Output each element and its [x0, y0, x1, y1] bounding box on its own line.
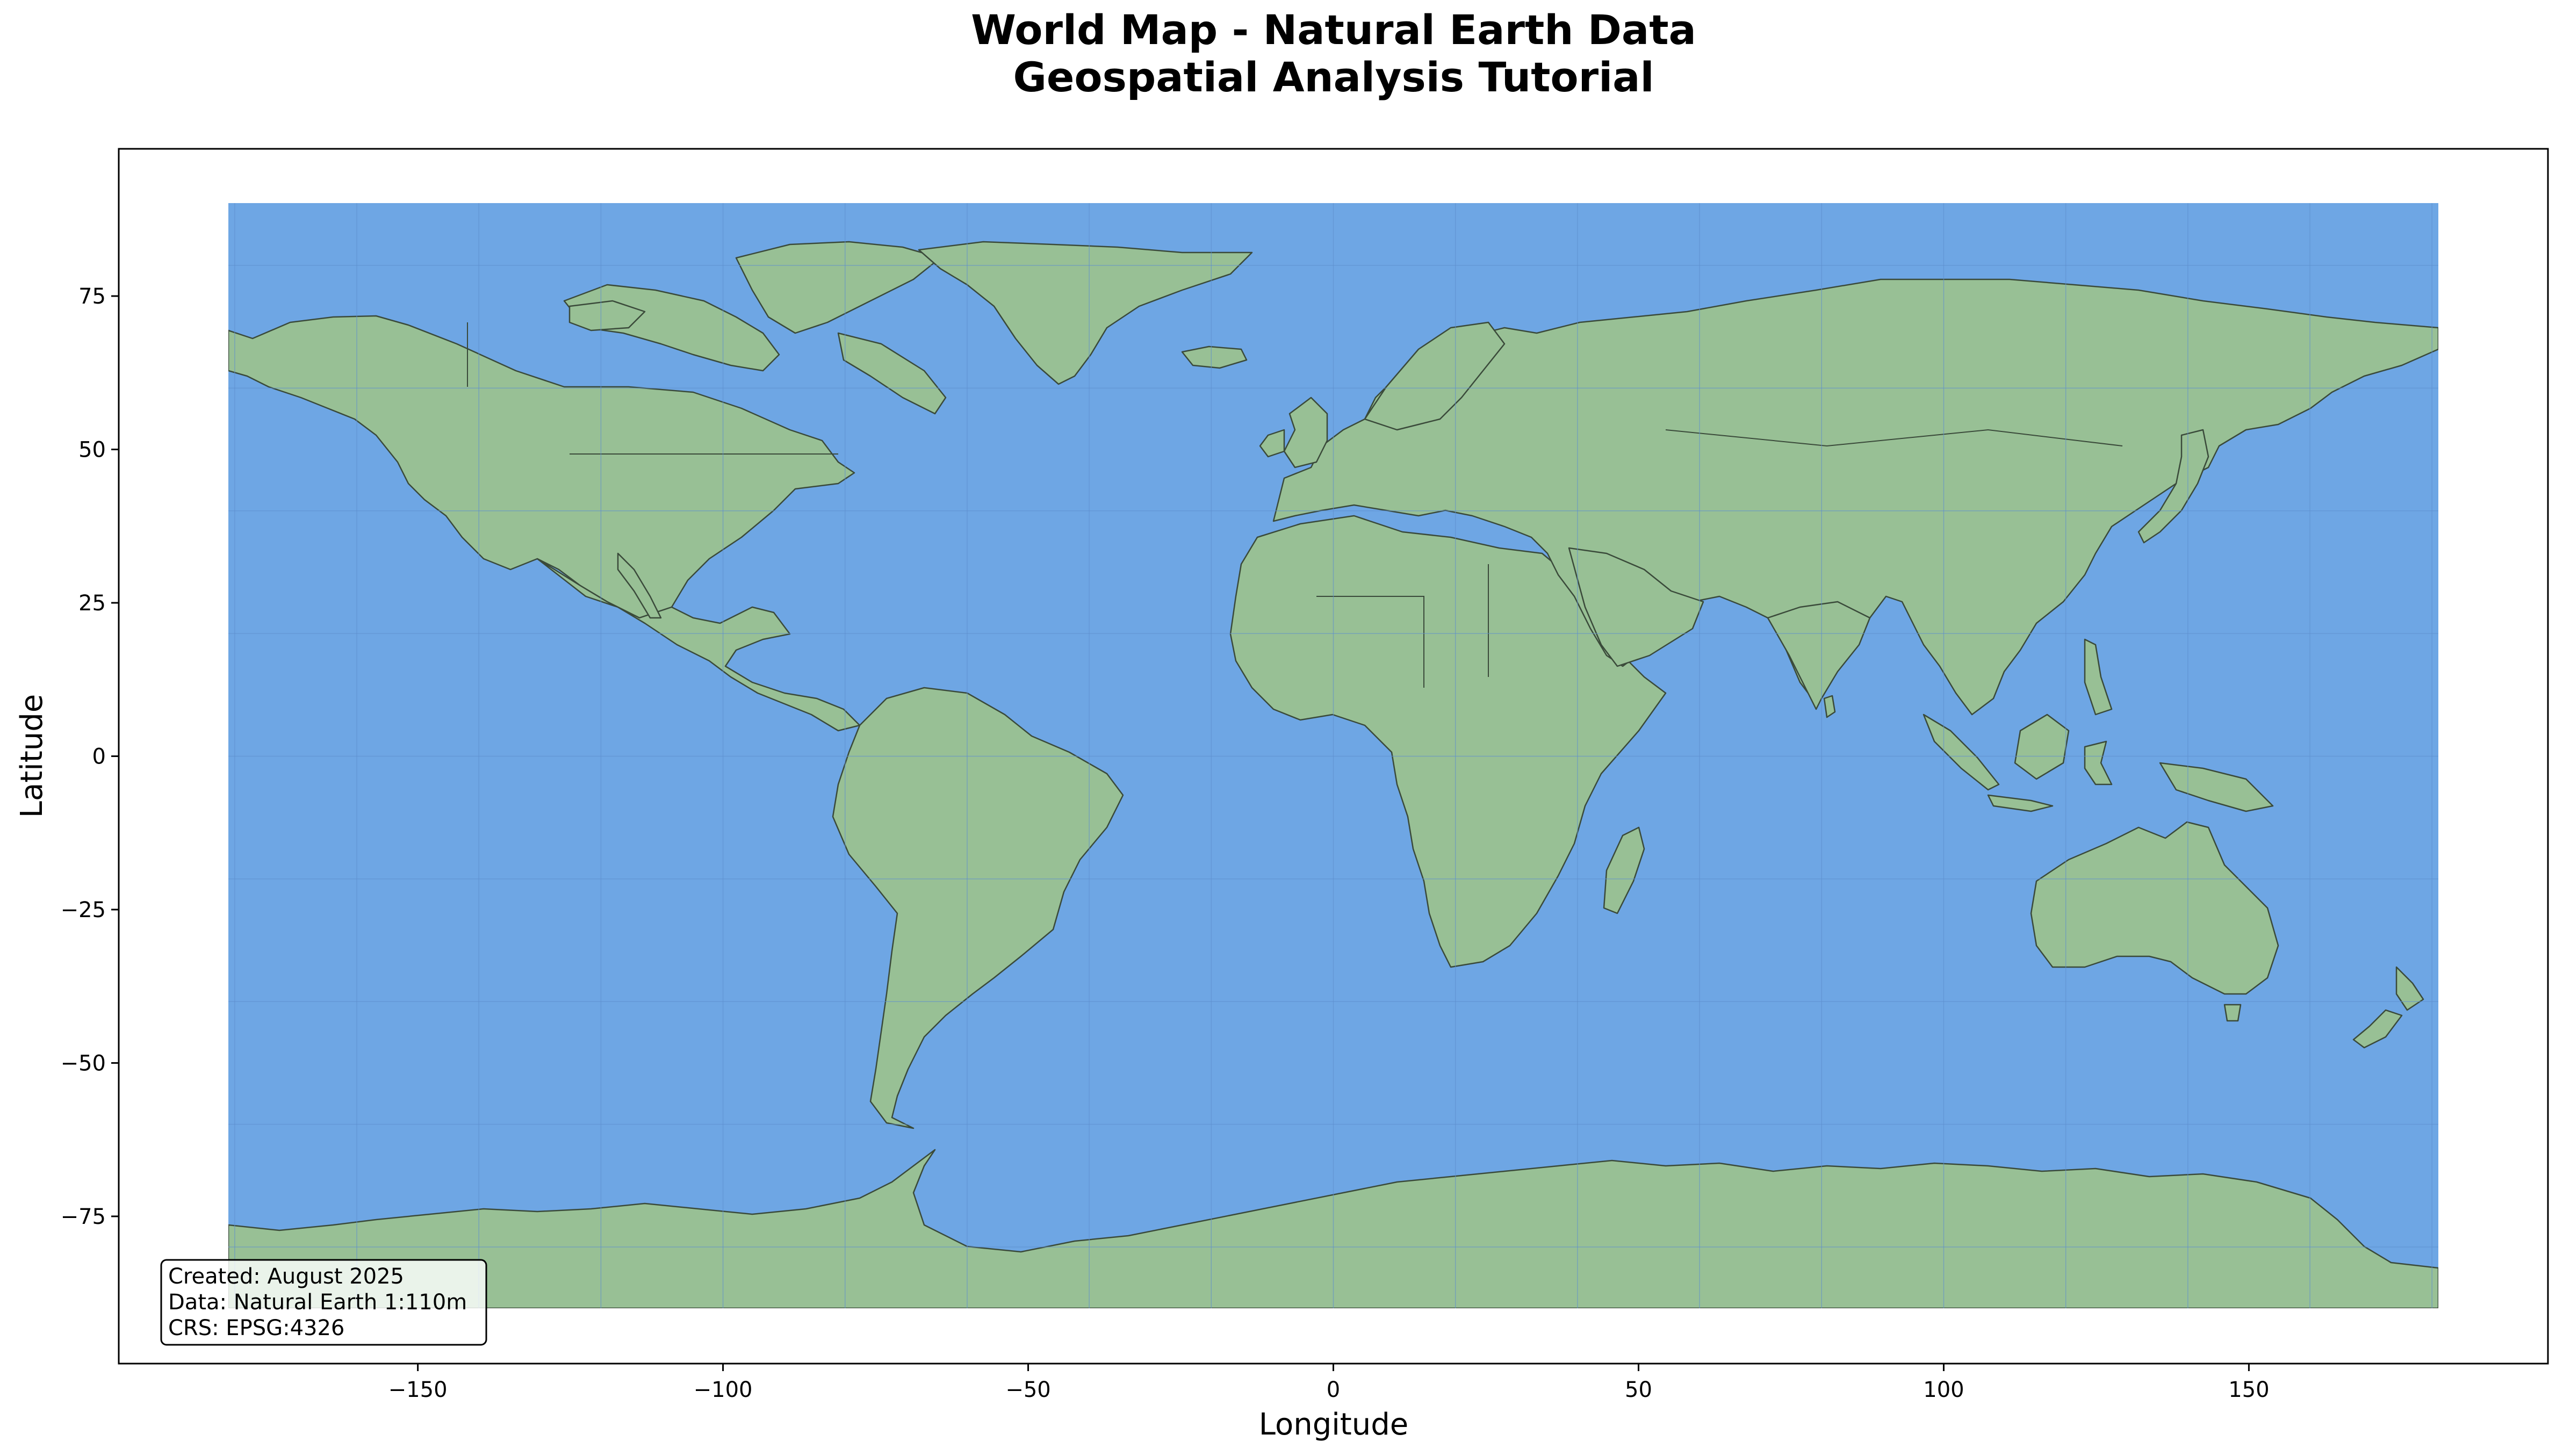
y-axis-label: Latitude: [15, 694, 49, 818]
greenland: [918, 241, 1253, 385]
x-tick-label: 150: [2228, 1378, 2269, 1402]
philippines: [2084, 638, 2113, 716]
x-tick-label: 0: [1327, 1378, 1340, 1402]
info-created: Created: August 2025: [168, 1264, 404, 1289]
x-axis-label: Longitude: [1259, 1407, 1409, 1442]
new-zealand-north: [2395, 966, 2424, 1011]
indian-subcontinent: [1767, 601, 1871, 710]
japan: [2137, 429, 2209, 544]
russia-southern-border: [1665, 429, 2123, 447]
scandinavia: [1364, 321, 1506, 431]
x-tick-label: −50: [1005, 1378, 1050, 1402]
north-america: [228, 315, 855, 619]
great-britain: [1283, 397, 1328, 468]
y-tick-label: −50: [61, 1051, 106, 1076]
baffin-island: [837, 332, 947, 415]
y-tick-label: 25: [78, 591, 106, 616]
madagascar: [1603, 826, 1645, 914]
victoria-island: [568, 300, 646, 331]
iceland: [1181, 345, 1248, 369]
country-borders: [467, 322, 2123, 688]
info-data-source: Data: Natural Earth 1:110m: [168, 1290, 467, 1315]
baja-california: [617, 552, 662, 619]
sumatra: [1923, 713, 2000, 791]
south-america: [832, 687, 1124, 1129]
y-tick-label: 50: [78, 438, 106, 463]
title-line-2: Geospatial Analysis Tutorial: [1013, 53, 1654, 101]
australia: [2030, 821, 2279, 995]
sri-lanka: [1823, 695, 1836, 718]
y-axis-ticks: 75 50 25 0 −25 −50 −75: [61, 284, 119, 1229]
y-tick-label: −75: [61, 1205, 106, 1229]
x-tick-label: 100: [1923, 1378, 1964, 1402]
java: [1987, 794, 2054, 812]
x-tick-label: −150: [388, 1378, 448, 1402]
arabian-peninsula: [1568, 547, 1704, 667]
ellesmere-island: [735, 241, 941, 334]
info-box-frame: [160, 1259, 487, 1346]
sulawesi: [2084, 740, 2113, 785]
new-zealand-south: [2352, 1009, 2403, 1049]
x-tick-label: −100: [694, 1378, 753, 1402]
grid-lines: [228, 203, 2438, 1308]
info-crs: CRS: EPSG:4326: [168, 1316, 344, 1340]
title-line-1: World Map - Natural Earth Data: [971, 6, 1696, 54]
ireland: [1259, 429, 1285, 458]
central-america: [536, 558, 861, 732]
x-tick-label: 50: [1625, 1378, 1652, 1402]
africa: [1229, 515, 1667, 968]
x-axis-ticks: −150 −100 −50 0 50 100 150: [388, 1364, 2270, 1402]
sahara-borders: [1316, 596, 1424, 688]
y-tick-label: 75: [78, 284, 106, 309]
tasmania: [2223, 1004, 2242, 1022]
y-tick-label: −25: [61, 898, 106, 922]
y-tick-label: 0: [92, 745, 106, 769]
info-box: Created: August 2025 Data: Natural Earth…: [160, 1259, 487, 1346]
borneo: [2014, 713, 2070, 780]
